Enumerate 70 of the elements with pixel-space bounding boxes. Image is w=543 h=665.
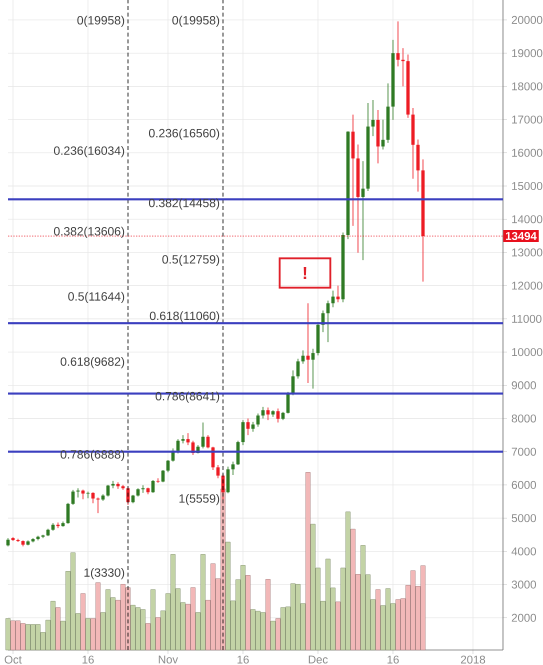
candlestick — [66, 502, 70, 524]
y-tick-label: 11000 — [512, 314, 542, 323]
x-tick-label: Oct — [4, 656, 22, 664]
candlestick — [186, 432, 190, 446]
y-tick-label: 12000 — [512, 282, 542, 290]
candlestick — [181, 434, 185, 444]
annotation: 0.618(11060) — [150, 311, 220, 322]
y-tick-label: 4000 — [512, 547, 536, 556]
candlestick — [106, 484, 110, 497]
y-tick-label: 18000 — [512, 82, 542, 90]
candlestick — [276, 408, 280, 423]
y-tick-label: 6000 — [512, 480, 536, 489]
annotation: 0.236(16560) — [148, 128, 220, 140]
candlestick — [231, 461, 235, 476]
y-tick-label: 20000 — [512, 16, 542, 24]
annotation: 0(19958) — [172, 16, 220, 27]
annotation: 1(5559) — [179, 494, 220, 506]
x-tick-label: Dec — [308, 656, 328, 664]
annotation: 0.5(11644) — [68, 292, 124, 304]
y-tick-label: 19000 — [512, 49, 542, 58]
y-tick-label: 9000 — [512, 381, 536, 390]
y-tick-label: 15000 — [512, 182, 542, 190]
x-tick-label: Nov — [158, 656, 178, 664]
annotation: 1(3330) — [84, 568, 124, 580]
candlestick — [256, 413, 260, 428]
y-tick-label: 7000 — [512, 448, 536, 456]
y-tick-label: 2000 — [512, 614, 536, 622]
x-tick-label: 2018 — [460, 656, 486, 664]
candlestick — [396, 20, 400, 67]
y-tick-label: 16000 — [512, 148, 542, 157]
candlestick — [326, 300, 330, 343]
candlestick — [16, 538, 20, 542]
annotation: 0.786(8641) — [156, 392, 220, 403]
candlestick — [81, 489, 85, 500]
candlestick — [361, 160, 365, 260]
candlestick — [306, 302, 310, 384]
candlestick — [266, 407, 270, 421]
annotation: 0(19958) — [77, 16, 124, 27]
y-tick-label: 14000 — [512, 215, 542, 224]
x-tick-label: 16 — [82, 656, 94, 664]
candlestick — [71, 490, 75, 506]
annotation: ! — [304, 267, 306, 279]
y-tick-label: 13000 — [512, 248, 542, 256]
candlestick — [141, 484, 145, 494]
ref-line-label: 13494 — [506, 232, 537, 240]
annotation: 0.786(6888) — [60, 450, 124, 462]
y-tick-label: 8000 — [512, 414, 536, 422]
candlestick — [161, 470, 165, 483]
y-tick-label: 3000 — [512, 580, 536, 589]
annotation: 0.236(16034) — [54, 146, 124, 158]
y-tick-label: 5000 — [512, 514, 536, 522]
candlestick — [296, 358, 300, 380]
candlestick — [96, 497, 100, 514]
candlestick — [251, 421, 255, 432]
candlestick — [76, 488, 80, 498]
candlestick — [246, 418, 250, 436]
candlestick — [261, 406, 265, 419]
y-tick-label: 17000 — [512, 116, 542, 124]
x-tick-label: 16 — [238, 656, 249, 664]
candlestick — [166, 460, 170, 473]
annotation: 0.5(12759) — [162, 254, 220, 266]
candlestick — [336, 285, 340, 303]
x-tick-label: 16 — [388, 656, 399, 664]
candlestick — [241, 420, 245, 446]
candlestick — [301, 350, 305, 364]
annotation: 0.382(13606) — [54, 226, 124, 238]
annotation: 0.618(9682) — [60, 357, 124, 368]
annotation: 0.382(14458) — [148, 198, 220, 210]
candlestick — [206, 434, 210, 449]
y-tick-label: 10000 — [512, 348, 542, 356]
